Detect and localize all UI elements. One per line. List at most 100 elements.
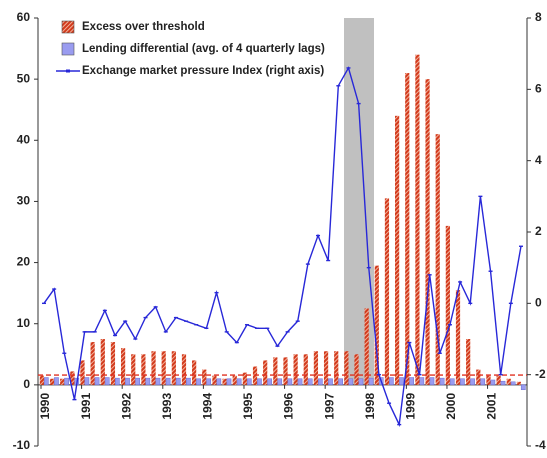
- y2-tick-label: -2: [535, 367, 546, 381]
- bar: [328, 378, 333, 386]
- bar: [317, 378, 323, 386]
- bar: [104, 377, 110, 386]
- bar: [54, 377, 59, 386]
- bar: [425, 79, 430, 385]
- bar: [125, 377, 130, 386]
- bar: [435, 134, 440, 385]
- bar: [216, 378, 222, 386]
- bar: [496, 375, 501, 385]
- bar: [60, 378, 65, 385]
- bar: [460, 378, 465, 386]
- x-tick-label: 1992: [119, 393, 133, 420]
- bar: [175, 377, 181, 386]
- y2-tick-label: 6: [535, 82, 542, 96]
- bar: [520, 384, 526, 390]
- bar: [171, 351, 176, 385]
- bar: [39, 375, 44, 385]
- bar: [516, 381, 521, 385]
- bar: [449, 378, 455, 386]
- bar: [84, 377, 90, 386]
- x-tick-label: 1995: [241, 393, 255, 420]
- y-tick-label: 40: [17, 132, 31, 146]
- shaded-period: [344, 18, 374, 385]
- x-tick-label: 1991: [79, 393, 93, 420]
- x-tick-label: 1999: [404, 393, 418, 420]
- bar: [246, 378, 252, 386]
- bar: [145, 377, 151, 386]
- bar: [196, 378, 201, 386]
- y2-tick-label: 2: [535, 224, 542, 238]
- x-tick-label: 1997: [322, 393, 336, 420]
- bar: [165, 377, 171, 386]
- bar: [480, 378, 486, 386]
- bar: [374, 265, 379, 385]
- bar: [135, 377, 140, 386]
- bar: [455, 290, 461, 385]
- y-tick-label: 0: [23, 377, 30, 391]
- bar: [389, 377, 394, 386]
- bar: [131, 354, 136, 385]
- bar: [490, 379, 496, 386]
- bar: [155, 377, 161, 386]
- legend-swatch: [61, 42, 75, 56]
- x-tick-label: 1993: [160, 393, 174, 420]
- bar: [49, 378, 55, 385]
- x-tick-label: 1994: [201, 393, 215, 420]
- bar: [90, 342, 95, 385]
- legend-label: Lending differential (avg. of 4 quarterl…: [82, 43, 325, 55]
- y-tick-label: 10: [17, 316, 31, 330]
- bar: [344, 351, 349, 385]
- bar: [297, 378, 303, 386]
- bar: [114, 377, 120, 386]
- bar: [409, 377, 415, 386]
- bar: [303, 354, 308, 385]
- bar: [368, 377, 374, 386]
- bar: [466, 339, 471, 385]
- bar: [263, 360, 268, 385]
- bar: [236, 378, 242, 386]
- bar: [212, 375, 217, 385]
- bar: [120, 348, 126, 385]
- y-tick-label: 20: [17, 255, 31, 269]
- y-tick-label: -10: [13, 438, 31, 452]
- legend-label: Exchange market pressure Index (right ax…: [82, 65, 324, 77]
- bar: [206, 378, 212, 386]
- bar: [395, 115, 400, 385]
- bar: [348, 378, 354, 386]
- bar: [384, 198, 390, 385]
- bar: [151, 351, 156, 385]
- bar: [70, 371, 75, 385]
- bar: [510, 381, 516, 386]
- bar: [257, 378, 262, 386]
- x-tick-label: 1998: [363, 393, 377, 420]
- bar: [470, 378, 475, 386]
- bar: [110, 342, 116, 385]
- bar: [277, 378, 283, 386]
- bar: [267, 378, 272, 386]
- x-tick-label: 2001: [485, 393, 499, 420]
- bar: [445, 225, 450, 385]
- y-tick-label: 50: [17, 71, 31, 85]
- bar: [334, 351, 339, 385]
- bar: [287, 378, 293, 386]
- line: [43, 66, 522, 428]
- bar: [202, 369, 207, 385]
- bar: [429, 377, 435, 386]
- x-tick-label: 1990: [38, 393, 52, 420]
- bar: [500, 380, 506, 386]
- bar: [186, 377, 191, 386]
- x-tick-label: 2000: [444, 393, 458, 420]
- bar: [94, 377, 100, 386]
- legend-label: Excess over threshold: [82, 21, 205, 33]
- bar: [439, 377, 445, 386]
- bar: [293, 354, 298, 385]
- bar: [506, 378, 511, 385]
- bar: [192, 360, 197, 385]
- legend-swatch: [61, 20, 75, 34]
- bar: [161, 351, 166, 385]
- bar: [43, 377, 49, 386]
- y2-tick-label: 4: [535, 153, 542, 167]
- bar: [323, 351, 329, 385]
- bar: [405, 73, 410, 385]
- bar: [364, 308, 369, 385]
